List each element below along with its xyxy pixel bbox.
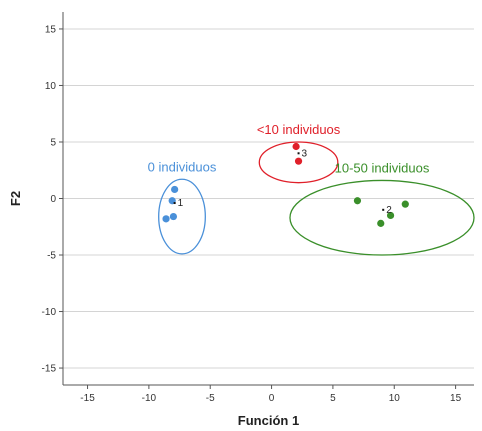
y-tick-label: 15 [45, 24, 57, 35]
centroid-marker [382, 208, 385, 211]
grid-layer [63, 28, 474, 369]
ellipse-layer [158, 141, 475, 256]
y-tick-label: -10 [42, 307, 57, 318]
centroid-label: 1 [178, 198, 184, 209]
group-ellipse [258, 141, 339, 184]
group-label: 0 individuos [148, 159, 217, 174]
x-tick-label: -15 [80, 393, 95, 404]
x-axis-title: Función 1 [238, 413, 299, 428]
data-point [386, 211, 395, 220]
centroid-marker [173, 202, 176, 205]
axes-layer: -15 -10 -5 0 5 10 15 -15 -10 -5 0 5 10 15 [42, 12, 474, 404]
data-point [294, 157, 303, 165]
x-tick-label: 10 [389, 393, 401, 404]
data-point [401, 200, 409, 208]
data-point [169, 212, 178, 221]
x-tick-label: 0 [269, 393, 275, 404]
y-tick-label: 5 [50, 137, 56, 148]
x-tick-label: 15 [450, 393, 462, 404]
data-point [292, 142, 300, 151]
data-point [162, 215, 170, 223]
y-tick-label: -15 [42, 364, 57, 375]
centroid-label: 3 [302, 148, 308, 159]
y-tick-label: 0 [50, 194, 56, 205]
x-tick-label: -10 [142, 393, 157, 404]
group-ellipse [289, 179, 475, 256]
data-point [353, 197, 362, 205]
x-tick-label: -5 [206, 393, 215, 404]
y-axis-title: F2 [8, 191, 23, 206]
group-ellipse [158, 178, 206, 255]
data-point [171, 185, 179, 194]
y-tick-label: 10 [45, 81, 57, 92]
data-point [377, 219, 385, 227]
group-label: <10 individuos [257, 122, 341, 137]
y-tick-label: -5 [47, 251, 56, 262]
point-layer [162, 142, 409, 227]
x-tick-label: 5 [330, 393, 336, 404]
centroid-label: 2 [386, 205, 392, 216]
group-label: 10-50 individuos [335, 160, 430, 175]
label-layer: 1 0 individuos 2 10-50 individuos 3 <10 indiv… [148, 122, 430, 216]
centroid-marker [297, 152, 300, 155]
